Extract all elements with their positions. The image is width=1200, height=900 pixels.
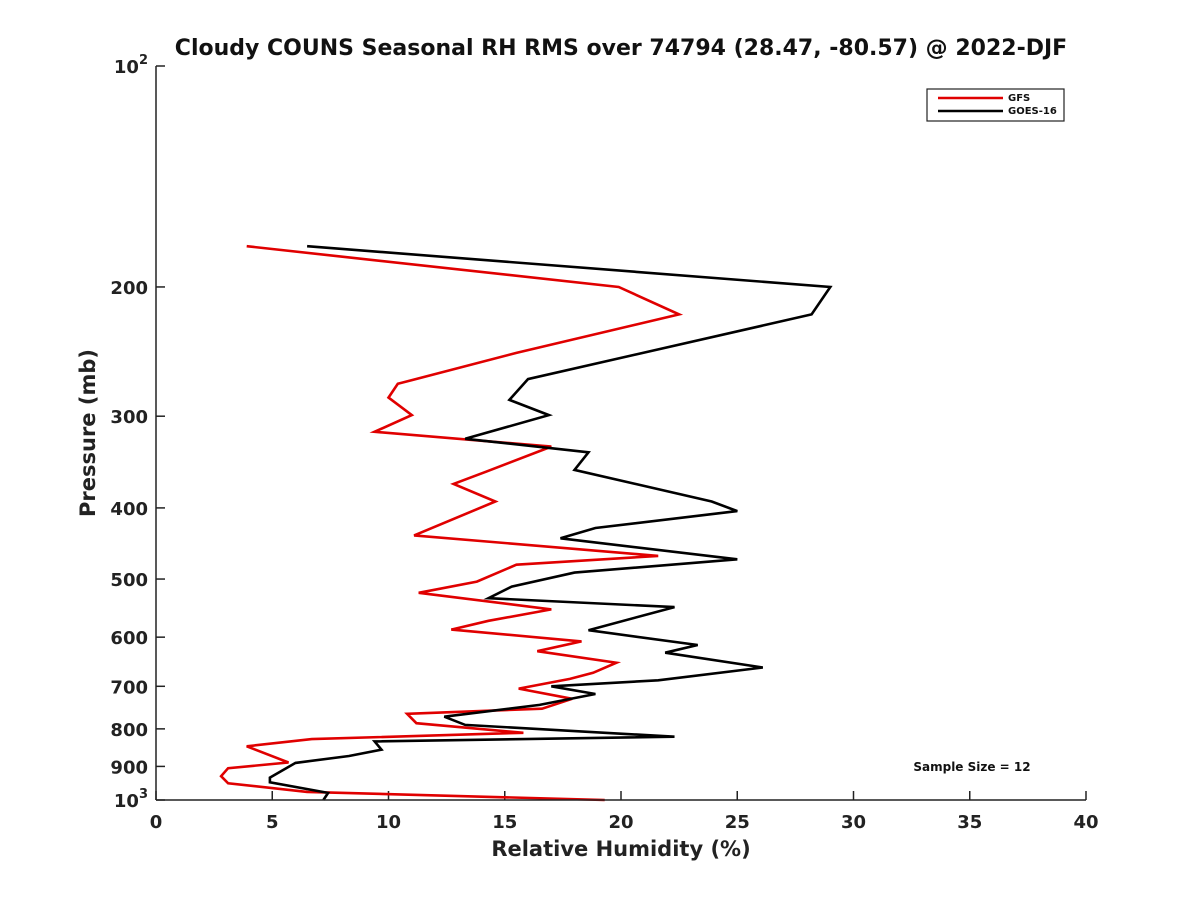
legend-label-goes16: GOES-16 [1008,106,1057,117]
x-tick-label: 15 [492,812,517,833]
y-tick-label: 900 [110,757,148,778]
x-tick-label: 10 [376,812,401,833]
series-line-gfs [219,244,684,802]
x-tick-label: 25 [725,812,750,833]
y-tick-label: 600 [110,628,148,649]
series-line-goes16 [268,244,833,801]
y-tick-label: 400 [110,499,148,520]
chart-title: Cloudy COUNS Seasonal RH RMS over 74794 … [175,36,1067,61]
legend-label-gfs: GFS [1008,93,1030,104]
y-axis-label: Pressure (mb) [76,349,100,517]
x-tick-label: 5 [266,812,279,833]
y-tick-label: 103 [114,787,148,812]
sample-size-annotation: Sample Size = 12 [913,760,1030,774]
y-tick-label: 700 [110,677,148,698]
y-tick-label: 800 [110,720,148,741]
y-tick-label: 102 [114,53,148,78]
y-tick-base: 10 [114,791,139,812]
x-tick-label: 0 [150,812,163,833]
y-tick-label: 200 [110,278,148,299]
x-tick-label: 40 [1073,812,1098,833]
x-tick-label: 30 [841,812,866,833]
y-tick-label: 300 [110,407,148,428]
y-tick-base: 10 [114,57,139,78]
legend: GFS GOES-16 [926,88,1065,122]
x-tick-label: 20 [608,812,633,833]
x-axis-ticks: 0 5 10 15 20 25 30 35 40 [150,791,1099,833]
y-tick-exponent: 3 [139,787,148,802]
legend-box [926,88,1065,122]
series-layer [219,244,833,802]
y-tick-label: 500 [110,570,148,591]
x-axis-label: Relative Humidity (%) [491,837,750,861]
y-tick-exponent: 2 [139,53,148,68]
x-tick-label: 35 [957,812,982,833]
